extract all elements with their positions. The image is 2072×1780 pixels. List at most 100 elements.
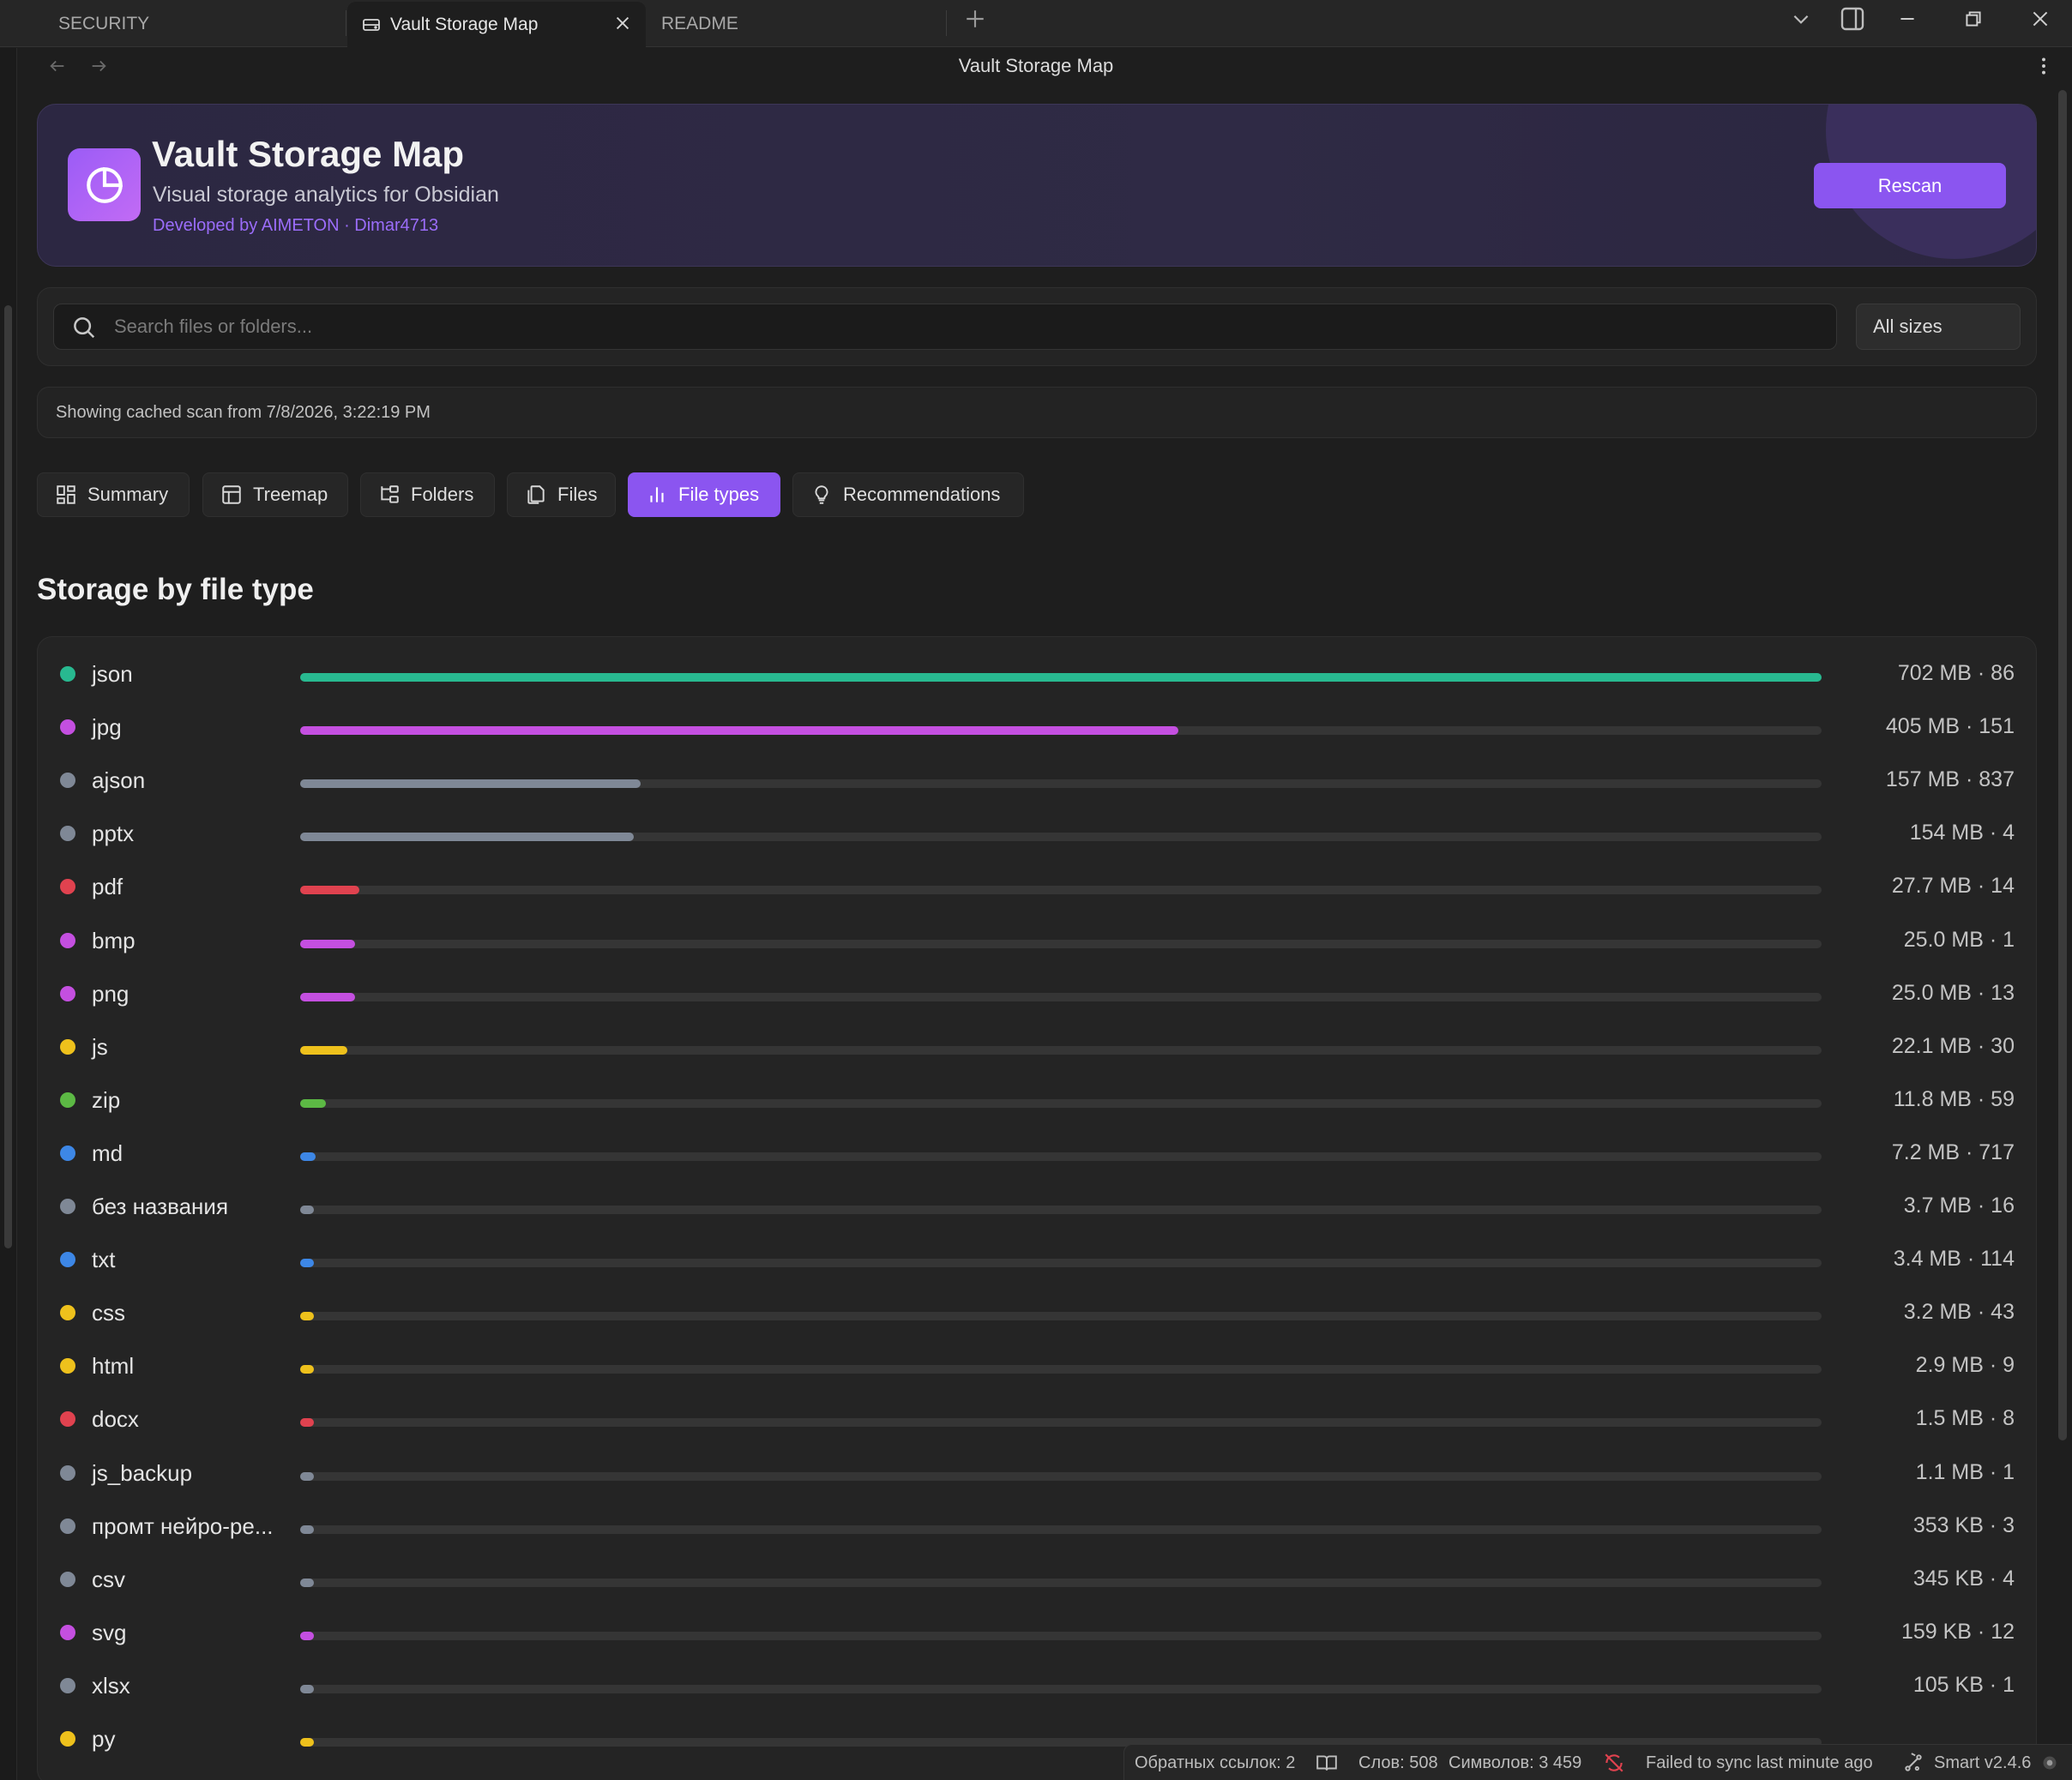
sidebar-toggle-icon[interactable] <box>1839 5 1866 33</box>
smart-version[interactable]: Smart v2.4.6 <box>1934 1753 2032 1772</box>
file-type-row[interactable]: промт нейро-ре... 353 KB · 3 <box>38 1501 2038 1554</box>
chevron-down-icon[interactable] <box>1790 8 1812 30</box>
file-type-bar-fill <box>300 673 1822 682</box>
tab-summary[interactable]: Summary <box>37 472 190 517</box>
file-type-row[interactable]: xlsx 105 KB · 1 <box>38 1661 2038 1714</box>
file-type-color-dot <box>60 1624 75 1640</box>
close-tab-icon[interactable] <box>613 14 632 33</box>
file-type-color-dot <box>60 879 75 895</box>
sync-status[interactable]: Failed to sync last minute ago <box>1646 1753 1873 1772</box>
file-type-row[interactable]: py <box>38 1714 2038 1767</box>
minimize-icon[interactable] <box>1896 8 1918 30</box>
search-box[interactable] <box>53 304 1837 350</box>
file-type-row[interactable]: без названия 3.7 MB · 16 <box>38 1182 2038 1235</box>
file-type-row[interactable]: docx 1.5 MB · 8 <box>38 1394 2038 1447</box>
tab-recommendations[interactable]: Recommendations <box>792 472 1024 517</box>
file-type-bar-fill <box>300 1152 316 1161</box>
tab-readme[interactable]: README <box>648 0 948 47</box>
file-type-row[interactable]: jpg 405 MB · 151 <box>38 702 2038 755</box>
tab-label: Folders <box>411 484 474 505</box>
scan-status-text: Showing cached scan from 7/8/2026, 3:22:… <box>56 402 431 422</box>
file-type-row[interactable]: pptx 154 MB · 4 <box>38 809 2038 862</box>
tab-file-types[interactable]: File types <box>628 472 780 517</box>
file-type-color-dot <box>60 1571 75 1587</box>
file-type-bar-track <box>300 939 1822 948</box>
file-type-color-dot <box>60 1091 75 1108</box>
file-type-size-count: 2.9 MB · 9 <box>1915 1353 2015 1378</box>
tab-security[interactable]: SECURITY <box>0 0 346 47</box>
size-filter-select[interactable]: All sizes <box>1856 304 2021 350</box>
file-type-row[interactable]: md 7.2 MB · 717 <box>38 1128 2038 1182</box>
file-type-row[interactable]: js_backup 1.1 MB · 1 <box>38 1448 2038 1501</box>
file-type-name: промт нейро-ре... <box>92 1512 274 1539</box>
file-type-row[interactable]: csv 345 KB · 4 <box>38 1554 2038 1608</box>
close-window-icon[interactable] <box>2029 8 2051 30</box>
file-type-row[interactable]: svg 159 KB · 12 <box>38 1608 2038 1661</box>
search-input[interactable] <box>114 304 1812 349</box>
file-type-bar-track <box>300 1684 1822 1693</box>
file-type-row[interactable]: js 22.1 MB · 30 <box>38 1022 2038 1075</box>
file-type-bar-fill <box>300 939 355 948</box>
file-type-size-count: 27.7 MB · 14 <box>1891 874 2015 899</box>
drive-icon <box>363 19 380 31</box>
file-type-color-dot <box>60 1731 75 1747</box>
left-scrollbar[interactable] <box>4 305 12 1248</box>
file-type-bar-track <box>300 1206 1822 1214</box>
file-type-bar-fill <box>300 1738 314 1747</box>
file-type-name: css <box>92 1300 125 1326</box>
treemap-icon <box>222 485 241 504</box>
content-scrollbar[interactable] <box>2058 90 2067 1440</box>
file-type-row[interactable]: png 25.0 MB · 13 <box>38 969 2038 1022</box>
developer-link[interactable]: Developed by AIMETON · Dimar4713 <box>153 216 439 235</box>
file-type-size-count: 345 KB · 4 <box>1912 1566 2015 1591</box>
tab-label: SECURITY <box>58 13 150 33</box>
search-icon <box>74 317 95 339</box>
file-type-bar-fill <box>300 1312 314 1321</box>
file-type-bar-track <box>300 833 1822 842</box>
file-type-name: pptx <box>92 821 135 847</box>
file-type-name: py <box>92 1726 116 1752</box>
backlinks-count[interactable]: Обратных ссылок: 2 <box>1135 1753 1296 1772</box>
file-type-name: md <box>92 1140 123 1166</box>
sync-failed-icon[interactable] <box>1603 1752 1625 1774</box>
rescan-button[interactable]: Rescan <box>1814 163 2006 208</box>
back-arrow-icon[interactable] <box>48 57 67 75</box>
file-type-size-count: 3.7 MB · 16 <box>1903 1194 2015 1218</box>
file-type-color-dot <box>60 719 75 736</box>
plugin-logo <box>68 148 141 221</box>
left-rail <box>0 48 17 1780</box>
more-options-icon[interactable] <box>2033 55 2055 77</box>
forward-arrow-icon[interactable] <box>89 57 108 75</box>
book-icon[interactable] <box>1316 1752 1338 1774</box>
file-type-bar-track <box>300 886 1822 895</box>
file-type-name: zip <box>92 1086 121 1113</box>
file-type-bar-fill <box>300 1206 314 1214</box>
plugin-title: Vault Storage Map <box>152 134 465 174</box>
file-type-name: svg <box>92 1619 127 1645</box>
file-type-row[interactable]: txt 3.4 MB · 114 <box>38 1235 2038 1288</box>
file-type-bar-fill <box>300 886 360 895</box>
file-type-row[interactable]: css 3.2 MB · 43 <box>38 1288 2038 1341</box>
file-type-bar-track <box>300 1471 1822 1481</box>
files-icon <box>527 485 545 504</box>
file-type-name: bmp <box>92 927 136 953</box>
file-type-bar-fill <box>300 1259 314 1268</box>
restore-icon[interactable] <box>1962 8 1985 30</box>
file-type-row[interactable]: bmp 25.0 MB · 1 <box>38 916 2038 969</box>
file-type-bar-track <box>300 1098 1822 1108</box>
tab-folders[interactable]: Folders <box>360 472 495 517</box>
file-type-row[interactable]: json 702 MB · 86 <box>38 649 2038 702</box>
tab-files[interactable]: Files <box>507 472 616 517</box>
smart-connections-icon[interactable] <box>1902 1752 1924 1774</box>
file-type-size-count: 7.2 MB · 717 <box>1891 1140 2015 1164</box>
file-type-row[interactable]: html 2.9 MB · 9 <box>38 1341 2038 1394</box>
file-type-row[interactable]: ajson 157 MB · 837 <box>38 755 2038 809</box>
file-type-row[interactable]: zip 11.8 MB · 59 <box>38 1075 2038 1128</box>
grid-icon <box>57 485 75 504</box>
tab-treemap[interactable]: Treemap <box>202 472 348 517</box>
new-tab-icon[interactable] <box>964 8 986 30</box>
plugin-header-card: Vault Storage Map Visual storage analyti… <box>37 104 2037 267</box>
file-type-bar-fill <box>300 1524 314 1534</box>
file-type-row[interactable]: pdf 27.7 MB · 14 <box>38 862 2038 915</box>
tab-vault-storage-map[interactable]: Vault Storage Map <box>347 2 646 48</box>
